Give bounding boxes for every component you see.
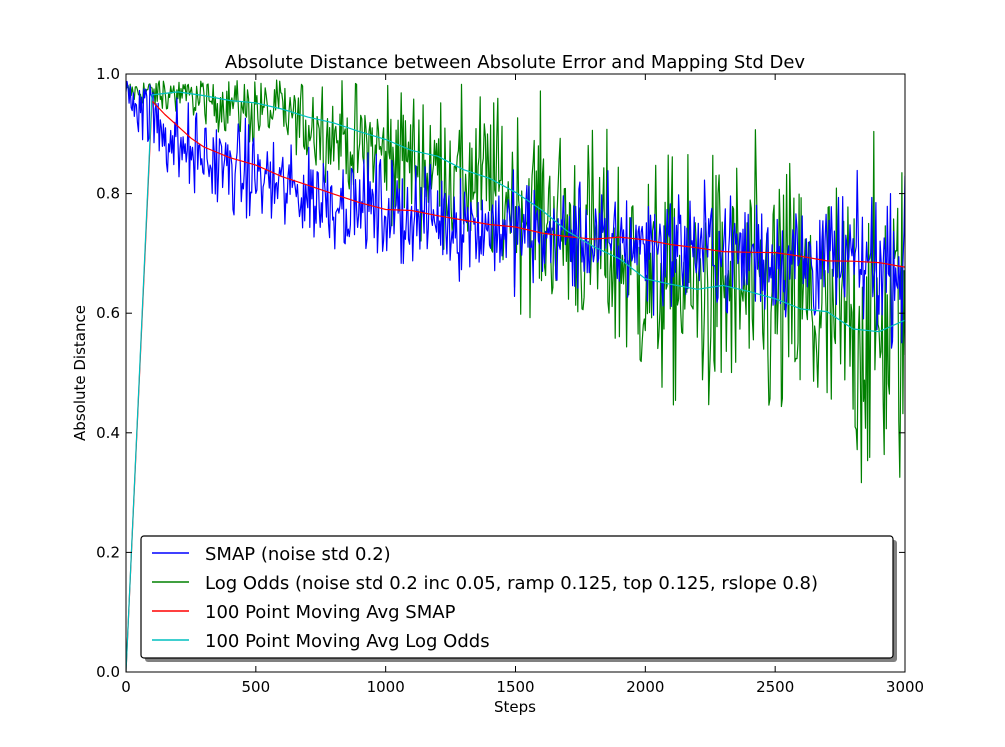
series-line-1 [126, 79, 905, 484]
y-tick-label: 0.6 [96, 304, 120, 322]
x-axis-label: Steps [494, 698, 536, 716]
y-tick-label: 0.8 [96, 185, 120, 203]
x-tick-label: 500 [242, 678, 271, 696]
x-tick-label: 1000 [367, 678, 405, 696]
x-tick-label: 0 [121, 678, 131, 696]
y-axis-label: Absolute Distance [71, 305, 89, 441]
series-line-0 [126, 80, 905, 349]
y-tick-label: 0.4 [96, 424, 120, 442]
legend: SMAP (noise std 0.2) Log Odds (noise std … [140, 535, 897, 662]
series-line-2 [126, 100, 905, 672]
x-tick-label: 2000 [626, 678, 664, 696]
y-tick-label: 0.0 [96, 663, 120, 681]
y-tick-label: 0.2 [96, 543, 120, 561]
y-tick-label: 1.0 [96, 65, 120, 83]
legend-label-2: 100 Point Moving Avg SMAP [205, 602, 456, 623]
series-layer [126, 79, 905, 672]
series-line-3 [126, 91, 905, 672]
ticks-layer: 0 500 1000 1500 2000 2500 3000 0.0 0.2 0.4 0.6 0.8 1… [96, 65, 924, 696]
legend-box [140, 535, 894, 659]
x-tick-label: 2500 [756, 678, 794, 696]
x-tick-label: 3000 [886, 678, 924, 696]
legend-label-0: SMAP (noise std 0.2) [205, 544, 391, 565]
x-tick-label: 1500 [496, 678, 534, 696]
legend-label-1: Log Odds (noise std 0.2 inc 0.05, ramp 0… [205, 573, 818, 594]
legend-label-3: 100 Point Moving Avg Log Odds [205, 631, 490, 652]
chart-title: Absolute Distance between Absolute Error… [225, 52, 805, 73]
